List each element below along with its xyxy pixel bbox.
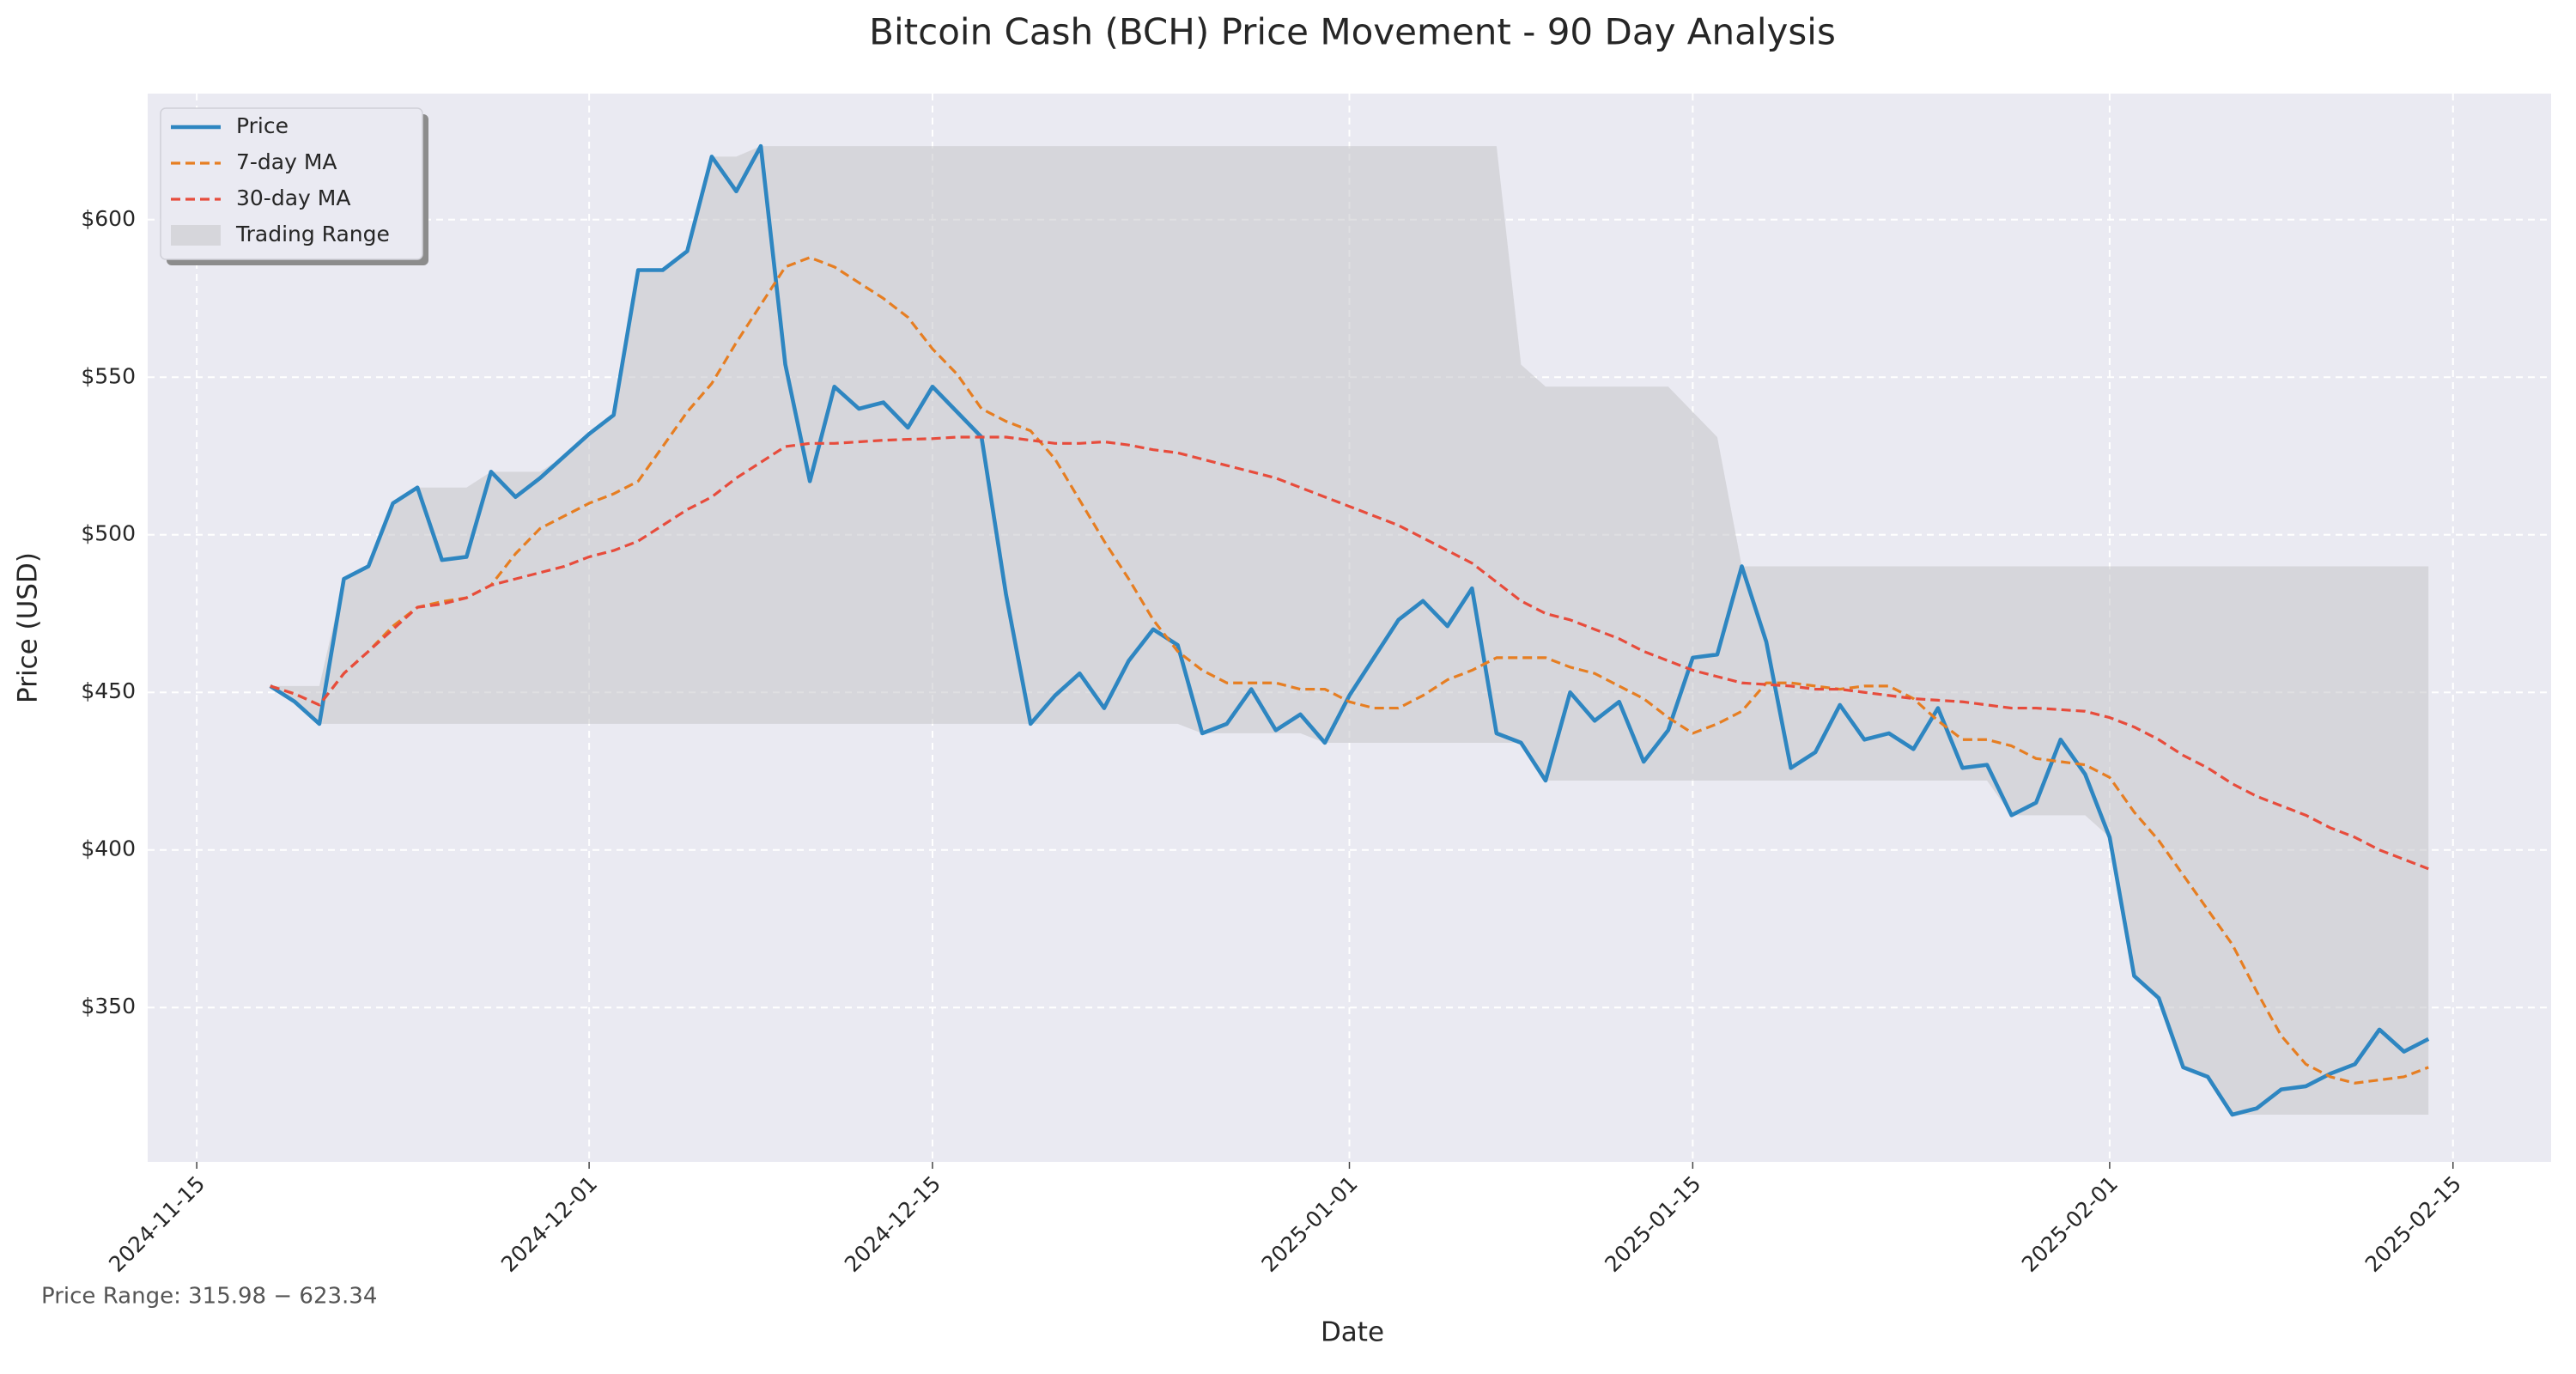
- y-axis-label: Price (USD): [13, 552, 44, 703]
- series-line: [270, 435, 2429, 871]
- series-line: [270, 256, 2429, 1085]
- legend: Price 7-day MA 30-day MA Trading Range: [160, 107, 428, 265]
- y-tick-label: $400: [81, 836, 136, 861]
- y-tick-label: $450: [81, 678, 136, 703]
- y-tick-label: $600: [81, 206, 136, 231]
- legend-label: 7-day MA: [236, 149, 337, 174]
- series-line: [269, 143, 2430, 1117]
- chart-title: Bitcoin Cash (BCH) Price Movement - 90 D…: [869, 11, 1836, 53]
- legend-swatch: [171, 225, 221, 246]
- y-tick-label: $500: [81, 521, 136, 546]
- y-tick-label: $550: [81, 363, 136, 388]
- legend-box: [160, 107, 423, 260]
- legend-label: Trading Range: [235, 222, 390, 246]
- legend-label: Price: [236, 113, 289, 138]
- y-tick-label: $350: [81, 994, 136, 1018]
- x-axis-label: Date: [1321, 1317, 1384, 1348]
- legend-label: 30-day MA: [236, 185, 350, 210]
- trading-range: [270, 146, 2429, 1116]
- footnote: Price Range: 315.98 − 623.34: [41, 1284, 377, 1310]
